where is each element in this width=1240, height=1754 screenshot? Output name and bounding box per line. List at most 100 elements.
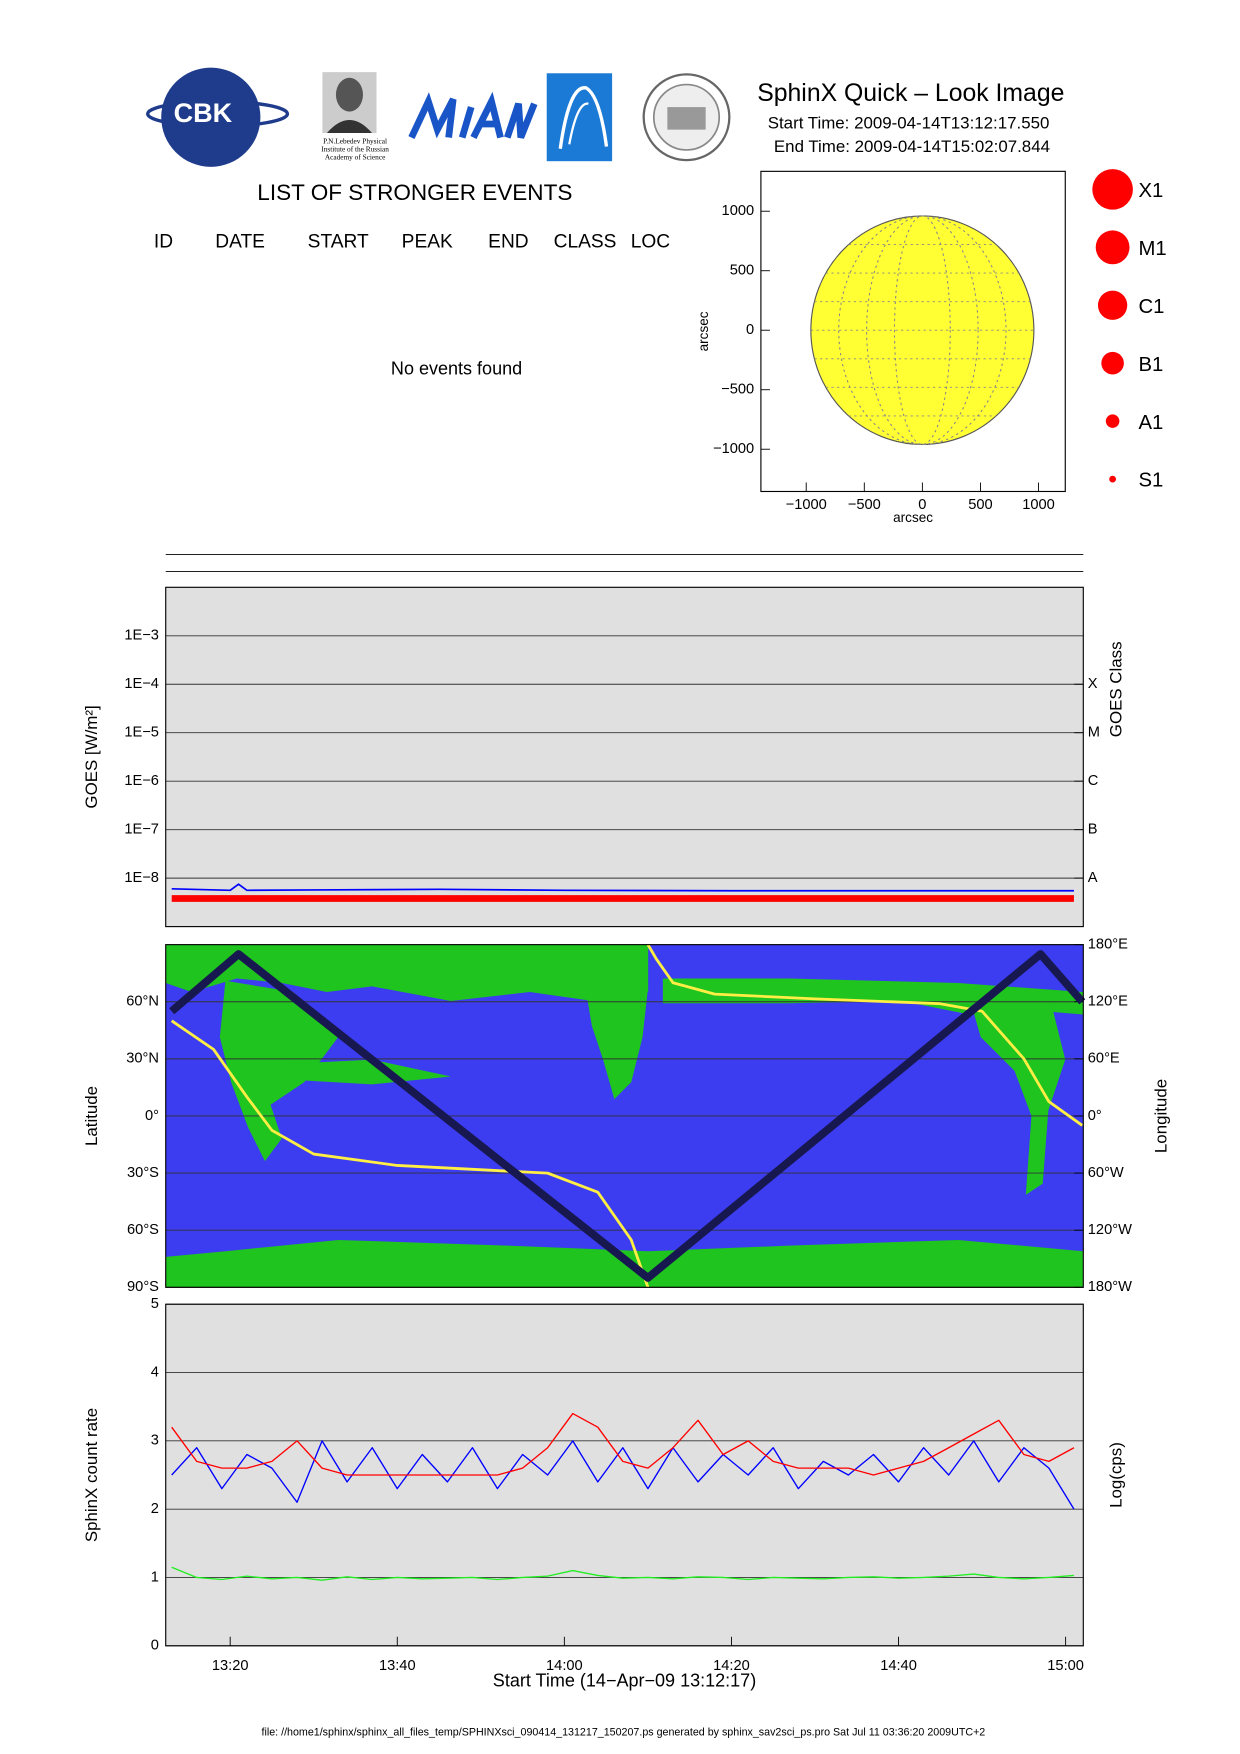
x-tick-label: 14:20	[713, 1658, 750, 1674]
y-tick-label: 2	[151, 1501, 159, 1517]
y2-axis-label: GOES Class	[1107, 641, 1126, 737]
column-header: START	[308, 231, 369, 252]
size-legend: X1 M1 C1 B1 A1 S1	[1092, 169, 1167, 492]
y-tick-label: 30°N	[126, 1051, 159, 1067]
series-line	[171, 1440, 1075, 1510]
y2-tick-label: 60°E	[1088, 1051, 1120, 1067]
legend-label: B1	[1139, 354, 1164, 376]
y-tick-label: 1E−4	[124, 676, 159, 692]
y2-tick-label: M	[1088, 725, 1100, 741]
legend-label: M1	[1139, 238, 1167, 260]
y-tick-label: 30°S	[127, 1165, 159, 1181]
x-tick-label: 13:20	[212, 1658, 249, 1674]
series-line	[170, 1019, 650, 1288]
logo-mian	[408, 91, 538, 140]
y2-tick-label: 180°E	[1088, 937, 1128, 953]
logo-text: CBK	[174, 98, 233, 128]
footer: file: //home1/sphinx/sphinx_all_files_te…	[261, 1726, 985, 1738]
y-tick-label: 1E−6	[124, 773, 159, 789]
legend-marker	[1095, 230, 1130, 265]
y-tick-label: 60°S	[127, 1222, 159, 1238]
x-tick-label: 13:40	[379, 1658, 416, 1674]
x-tick-label: 14:00	[546, 1658, 583, 1674]
legend-label: C1	[1139, 296, 1165, 318]
legend-label: S1	[1139, 470, 1164, 492]
disk-meridian	[838, 215, 1007, 445]
plots: −1000 −500 0 500 1000 −1000 −500 0 500 1000 arcsec…	[82, 170, 1171, 1691]
y2-axis-label: Longitude	[1152, 1079, 1171, 1153]
plot-frame	[760, 170, 1066, 493]
column-header: CLASS	[554, 231, 617, 252]
x-tick-label: 1000	[1022, 497, 1055, 513]
header-end: End Time: 2009-04-14T15:02:07.844	[774, 137, 1050, 156]
y2-tick-label: 120°E	[1088, 994, 1128, 1010]
logo-caption: Institute of the Russian	[321, 145, 389, 154]
y-axis-label: arcsec	[696, 311, 711, 351]
logo-blue	[546, 73, 613, 162]
legend-marker	[1092, 169, 1133, 210]
y2-tick-label: A	[1088, 870, 1098, 886]
y-tick-label: 500	[730, 263, 754, 279]
disk-meridian	[894, 215, 951, 445]
solar-disk	[810, 215, 1035, 446]
x-tick-label: 0	[918, 497, 926, 513]
plot-frame	[165, 1303, 1084, 1647]
events-header: ID DATE START PEAK END CLASS LOC	[154, 231, 670, 252]
events-message: No events found	[391, 359, 522, 379]
y-axis-label: Latitude	[82, 1086, 101, 1146]
y-tick-label: 5	[151, 1296, 159, 1312]
y-tick-label: 1000	[722, 203, 755, 219]
y-tick-label: −500	[721, 382, 754, 398]
x-tick-label: 14:40	[880, 1658, 917, 1674]
y2-tick-label: C	[1088, 773, 1099, 789]
column-header: LOC	[631, 231, 671, 252]
y2-tick-label: 0°	[1088, 1108, 1102, 1124]
logo-caption: P.N.Lebedev Physical	[323, 137, 387, 146]
y-tick-label: −1000	[713, 441, 754, 457]
column-header: DATE	[215, 231, 265, 252]
y2-tick-label: 120°W	[1088, 1222, 1132, 1238]
legend-label: A1	[1139, 412, 1164, 434]
y-tick-label: 0	[151, 1638, 159, 1654]
logo-seal	[642, 73, 731, 162]
header-start: Start Time: 2009-04-14T13:12:17.550	[768, 113, 1050, 132]
series-line	[171, 883, 1074, 892]
plot-frame	[165, 944, 1084, 1288]
y2-tick-label: 60°W	[1088, 1165, 1124, 1181]
logo-caption: Academy of Science	[325, 153, 386, 162]
y-tick-label: 90°S	[127, 1279, 159, 1295]
events-title: LIST OF STRONGER EVENTS	[257, 180, 572, 205]
legend-marker	[1105, 414, 1120, 428]
legend-marker	[1109, 475, 1116, 483]
column-header: PEAK	[402, 231, 453, 252]
plot-background	[165, 1304, 1084, 1646]
series-line	[169, 950, 1086, 1282]
series-line	[171, 1566, 1074, 1581]
plot-background	[165, 587, 1084, 927]
y-axis-label: SphinX count rate	[82, 1408, 101, 1542]
legend-marker	[1101, 351, 1124, 375]
series-line	[171, 1412, 1075, 1476]
y-tick-label: 0°	[145, 1108, 159, 1124]
column-header: ID	[154, 231, 173, 252]
x-tick-label: −1000	[786, 497, 827, 513]
x-axis-label: Start Time (14−Apr−09 13:12:17)	[493, 1671, 756, 1691]
x-tick-label: 500	[968, 497, 992, 513]
column-header: END	[488, 231, 528, 252]
legend-label: X1	[1139, 180, 1164, 202]
x-axis-label: arcsec	[893, 510, 933, 525]
legend-marker	[1097, 290, 1128, 320]
logo-lebedev: P.N.Lebedev Physical Institute of the Ru…	[321, 72, 389, 162]
y2-axis-label: Log(cps)	[1107, 1442, 1126, 1508]
y-axis-label: GOES [W/m²]	[82, 705, 101, 808]
plot-frame	[165, 586, 1084, 928]
y-tick-label: 1E−5	[124, 725, 159, 741]
y-tick-label: 60°N	[126, 994, 159, 1010]
logo-cbk: CBK	[145, 67, 290, 167]
x-tick-label: −500	[848, 497, 881, 513]
x-tick-label: 15:00	[1047, 1658, 1084, 1674]
y-tick-label: 3	[151, 1433, 159, 1449]
y-tick-label: 1E−3	[124, 628, 159, 644]
